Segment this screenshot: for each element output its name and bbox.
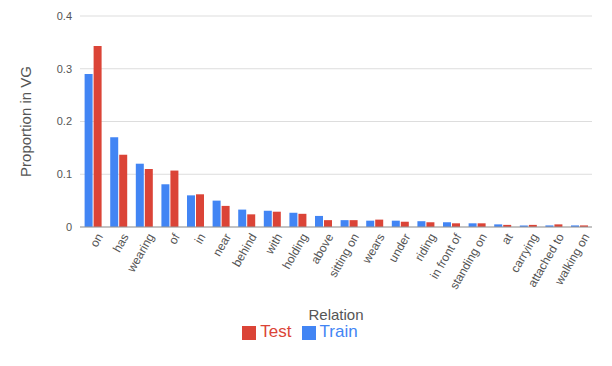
svg-text:behind: behind: [230, 231, 260, 269]
svg-text:holding: holding: [279, 231, 310, 272]
svg-text:riding: riding: [412, 231, 439, 263]
svg-text:0.2: 0.2: [57, 115, 72, 127]
svg-text:walking on: walking on: [551, 231, 592, 288]
svg-text:in: in: [192, 231, 209, 246]
svg-text:near: near: [210, 231, 234, 259]
svg-text:above: above: [308, 231, 337, 267]
svg-text:on: on: [87, 231, 106, 250]
svg-text:wears: wears: [359, 231, 388, 267]
svg-text:0: 0: [66, 221, 72, 233]
svg-text:Proportion in VG: Proportion in VG: [17, 66, 34, 177]
svg-text:wearing: wearing: [124, 231, 158, 275]
svg-text:Relation: Relation: [308, 306, 363, 323]
svg-text:at: at: [499, 230, 516, 246]
svg-text:0.3: 0.3: [57, 63, 72, 75]
svg-text:0.1: 0.1: [57, 168, 72, 180]
svg-text:has: has: [110, 231, 132, 255]
svg-text:of: of: [166, 230, 183, 246]
svg-text:attached to: attached to: [525, 231, 567, 290]
svg-text:with: with: [262, 231, 285, 257]
svg-text:standing on: standing on: [447, 231, 490, 292]
svg-text:in front of: in front of: [427, 231, 465, 282]
svg-text:carrying: carrying: [507, 231, 542, 275]
svg-text:0.4: 0.4: [57, 10, 72, 22]
html-text:Train: Train: [319, 322, 358, 341]
svg-text:under: under: [386, 231, 413, 265]
svg-text:sitting on: sitting on: [326, 231, 362, 280]
html-text:Test: Test: [260, 322, 292, 341]
